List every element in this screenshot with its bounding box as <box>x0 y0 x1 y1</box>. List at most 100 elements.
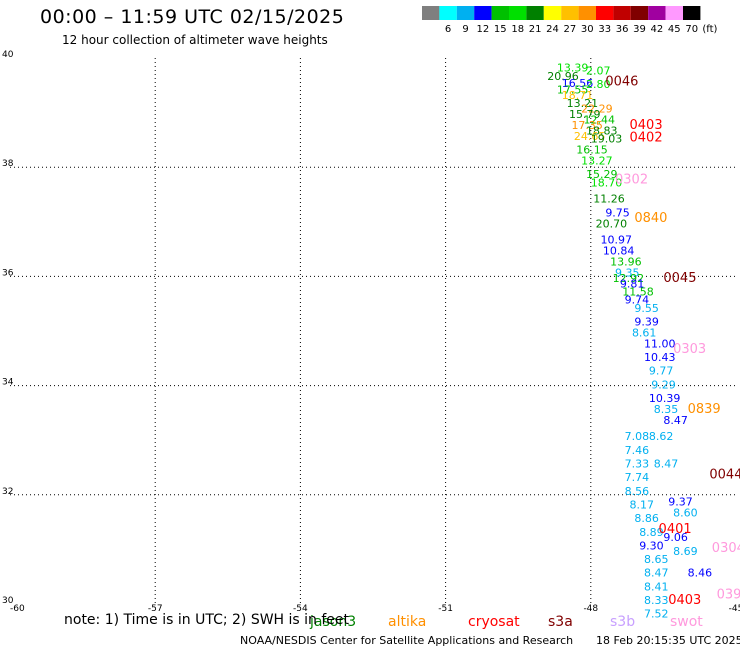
swh-label: 8.47 <box>663 414 688 427</box>
scale-label: 15 <box>494 24 507 35</box>
swh-label: 9.06 <box>663 531 688 544</box>
scale-label: 21 <box>529 24 542 35</box>
swh-label: 10.43 <box>644 351 676 364</box>
scale-swatch <box>596 6 614 20</box>
y-tick-label: 30 <box>2 596 14 606</box>
swh-label: 8.47 <box>644 567 669 580</box>
swh-label: 8.65 <box>644 553 669 566</box>
scale-swatch <box>630 6 649 20</box>
swh-label: 18.71 <box>562 89 594 102</box>
pass-time-label: 0402 <box>630 131 663 146</box>
scale-label: 36 <box>616 24 629 35</box>
swh-label: 13.21 <box>567 97 599 110</box>
swh-label: 2.07 <box>586 64 611 77</box>
swh-label: 7.46 <box>625 444 650 457</box>
legend-swot: swot <box>670 614 703 630</box>
scale-swatch <box>456 6 475 20</box>
color-scale: 6 9 12 15 18 21 24 27 30 33 36 39 42 45 70 (ft) <box>422 6 718 35</box>
scale-swatch <box>543 6 562 20</box>
swh-label: 18.70 <box>591 176 623 189</box>
swh-label: 8.62 <box>649 430 674 443</box>
scale-swatch <box>561 6 579 20</box>
swh-label: 8.61 <box>632 326 657 339</box>
y-tick-label: 38 <box>2 159 14 169</box>
pass-time-label: 0839 <box>688 402 721 417</box>
swh-label: 8.47 <box>654 458 679 471</box>
swh-label: 8.46 <box>688 567 713 580</box>
swh-label: 19.03 <box>591 133 623 146</box>
pass-time-label: 0044 <box>709 467 740 482</box>
pass-time-label: 0403 <box>630 118 663 133</box>
scale-label: 27 <box>564 24 577 35</box>
scale-swatch <box>665 6 683 20</box>
swh-label: 8.69 <box>673 545 698 558</box>
scale-swatch <box>526 6 544 20</box>
swh-label: 9.55 <box>634 302 659 315</box>
scale-label: 39 <box>633 24 646 35</box>
pass-time-label: 0046 <box>605 74 638 89</box>
swh-label: 13.27 <box>581 154 613 167</box>
swh-label: 9.35 <box>615 266 640 279</box>
scale-swatch <box>648 6 666 20</box>
swh-label: 8.60 <box>673 507 698 520</box>
scale-swatch <box>491 6 509 20</box>
pass-time-label: 039 <box>717 588 740 603</box>
scale-swatch <box>509 6 527 20</box>
scale-label: 42 <box>651 24 664 35</box>
y-tick-label: 36 <box>2 268 14 278</box>
x-tick-label: -54 <box>293 604 308 614</box>
swh-label: 11.00 <box>644 337 676 350</box>
swh-label: 8.33 <box>644 594 669 607</box>
pass-time-label: 0403 <box>668 593 701 608</box>
swh-label: 22.29 <box>581 103 613 116</box>
scale-swatch <box>474 6 492 20</box>
pass-time-label: 0302 <box>615 173 648 188</box>
x-tick-label: -45 <box>729 604 740 614</box>
swh-label: 9.37 <box>668 496 693 509</box>
swh-label: 9.30 <box>639 539 664 552</box>
pass-time-label: 0840 <box>634 211 667 226</box>
x-tick-label: -51 <box>438 604 453 614</box>
swh-label: 7.74 <box>625 471 650 484</box>
swh-label: 9.77 <box>649 365 674 378</box>
swh-label: 7.08 <box>625 430 650 443</box>
swh-label: 13.96 <box>610 255 642 268</box>
scale-label: 9 <box>462 24 468 35</box>
swh-label: 8.86 <box>634 512 659 525</box>
scale-label: 70 <box>685 24 698 35</box>
pass-time-label: 0303 <box>673 342 706 357</box>
swh-label: 11.58 <box>622 286 654 299</box>
scale-label: 18 <box>511 24 524 35</box>
swh-label: 24.65 <box>574 130 606 143</box>
chart-subtitle: 12 hour collection of altimeter wave hei… <box>62 33 328 47</box>
swh-label: 2.80 <box>586 78 611 91</box>
swh-label: 7.33 <box>625 458 650 471</box>
pass-time-label: 0401 <box>659 522 692 537</box>
swh-label: 12.44 <box>584 114 616 127</box>
swh-label: 16.15 <box>576 144 608 157</box>
swh-label: 11.26 <box>593 193 625 206</box>
scale-swatch <box>439 6 457 20</box>
swh-label: 17.35 <box>571 119 603 132</box>
swh-label: 9.74 <box>625 294 650 307</box>
credit-date: 18 Feb 20:15:35 UTC 2025 <box>596 634 740 647</box>
swh-label: 16.56 <box>562 77 594 90</box>
swh-label: 13.39 <box>557 62 589 75</box>
swh-label: 15.79 <box>569 108 601 121</box>
swh-label: 12.92 <box>613 272 645 285</box>
scale-label: 24 <box>546 24 559 35</box>
swh-label: 18.83 <box>586 124 618 137</box>
x-tick-label: -48 <box>583 604 598 614</box>
swh-label: 8.56 <box>625 485 650 498</box>
footer-note: note: 1) Time is in UTC; 2) SWH is in fe… <box>64 612 350 628</box>
swh-label: 17.55 <box>557 83 589 96</box>
swh-label: 9.29 <box>651 378 676 391</box>
swh-label: 9.81 <box>620 277 645 290</box>
x-tick-label: -57 <box>148 604 163 614</box>
legend-jason3: jason3 <box>309 614 356 630</box>
y-tick-label: 34 <box>2 378 14 388</box>
scale-swatch <box>578 6 596 20</box>
swh-label: 8.41 <box>644 580 669 593</box>
swh-label: 10.97 <box>600 234 632 247</box>
